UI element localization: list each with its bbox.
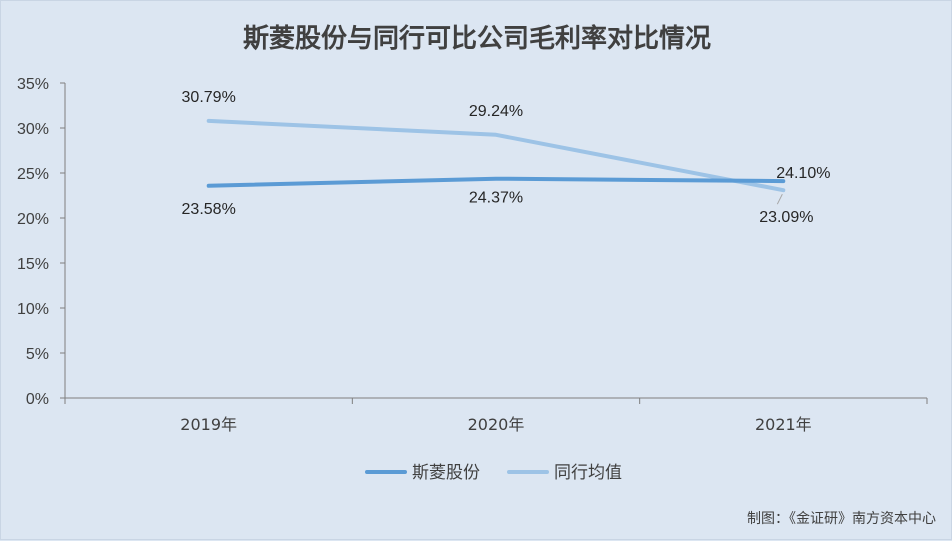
y-tick-label: 15% <box>17 256 49 273</box>
credit-text: 制图：《金证研》南方资本中心 <box>747 511 936 527</box>
data-label: 30.79% <box>182 89 236 106</box>
data-label: 24.37% <box>469 190 523 207</box>
y-tick-label: 5% <box>26 346 49 363</box>
x-tick-label: 2019年 <box>180 415 237 434</box>
chart-title: 斯菱股份与同行可比公司毛利率对比情况 <box>243 23 711 54</box>
data-labels: 23.58% 24.37% 24.10% 30.79% 29.24% 23.09% <box>182 89 831 226</box>
legend-label: 斯菱股份 <box>412 463 480 483</box>
axes: 0% 5% 10% 15% 20% 25% 30% 35% 2019年 2020年 2021年 <box>17 76 928 434</box>
y-tick-label: 30% <box>17 121 49 138</box>
y-tick-label: 25% <box>17 166 49 183</box>
series-line-1 <box>206 176 786 188</box>
y-tick-label: 10% <box>17 301 49 318</box>
x-tick-label: 2021年 <box>755 415 812 434</box>
series-layer <box>206 118 786 193</box>
legend-label: 同行均值 <box>554 463 622 483</box>
data-label: 29.24% <box>469 103 523 120</box>
y-tick-label: 0% <box>26 391 49 408</box>
y-tick-label: 35% <box>17 76 49 93</box>
legend: 斯菱股份 同行均值 <box>365 463 622 483</box>
label-leader-line <box>776 193 783 205</box>
data-label: 23.09% <box>759 209 813 226</box>
data-label: 23.58% <box>182 201 236 218</box>
y-tick-label: 20% <box>17 211 49 228</box>
x-tick-label: 2020年 <box>468 415 525 434</box>
data-label: 24.10% <box>776 165 830 182</box>
series-line-2 <box>206 118 786 193</box>
